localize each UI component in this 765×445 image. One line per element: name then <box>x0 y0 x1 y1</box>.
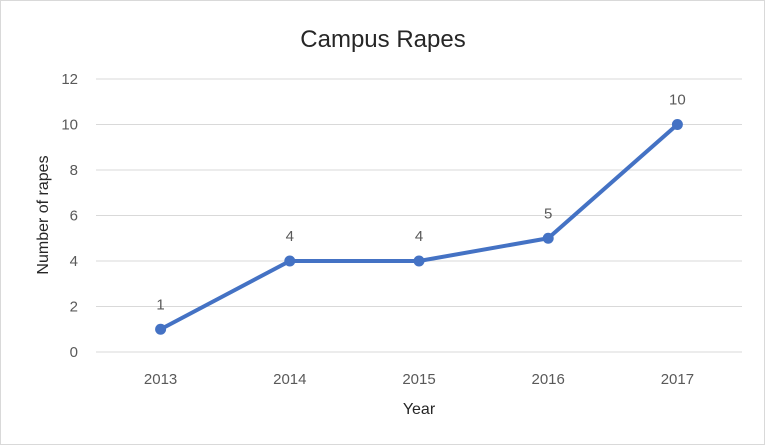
y-tick-label: 2 <box>70 299 78 316</box>
x-tick-label: 2013 <box>144 371 177 388</box>
y-tick-label: 12 <box>61 71 78 88</box>
x-tick-label: 2017 <box>661 371 694 388</box>
data-label: 5 <box>544 205 552 222</box>
data-point <box>284 255 296 267</box>
data-point <box>542 232 554 244</box>
data-label: 4 <box>286 228 294 245</box>
y-tick-label: 6 <box>70 208 78 225</box>
chart-title: Campus Rapes <box>300 26 465 53</box>
data-label: 1 <box>156 296 164 313</box>
data-point <box>413 255 425 267</box>
data-label: 4 <box>415 228 423 245</box>
series-line <box>158 122 680 332</box>
series-layer <box>155 119 683 335</box>
y-tick-label: 8 <box>70 162 78 179</box>
x-tick-label: 2016 <box>532 371 565 388</box>
x-tick-label: 2015 <box>402 371 435 388</box>
x-tick-label: 2014 <box>273 371 306 388</box>
y-tick-label: 10 <box>61 117 78 134</box>
data-point <box>155 323 167 335</box>
y-tick-label: 4 <box>70 253 78 270</box>
y-axis-ticks: 0 2 4 6 8 10 12 <box>61 71 78 361</box>
x-axis-ticks: 2013 2014 2015 2016 2017 <box>144 371 694 388</box>
x-axis-title: Year <box>403 401 436 418</box>
y-axis-title: Number of rapes <box>35 155 52 274</box>
y-tick-label: 0 <box>70 344 78 361</box>
data-label: 10 <box>669 92 686 109</box>
data-labels: 1 4 4 5 10 <box>156 92 685 314</box>
data-point <box>671 119 683 130</box>
